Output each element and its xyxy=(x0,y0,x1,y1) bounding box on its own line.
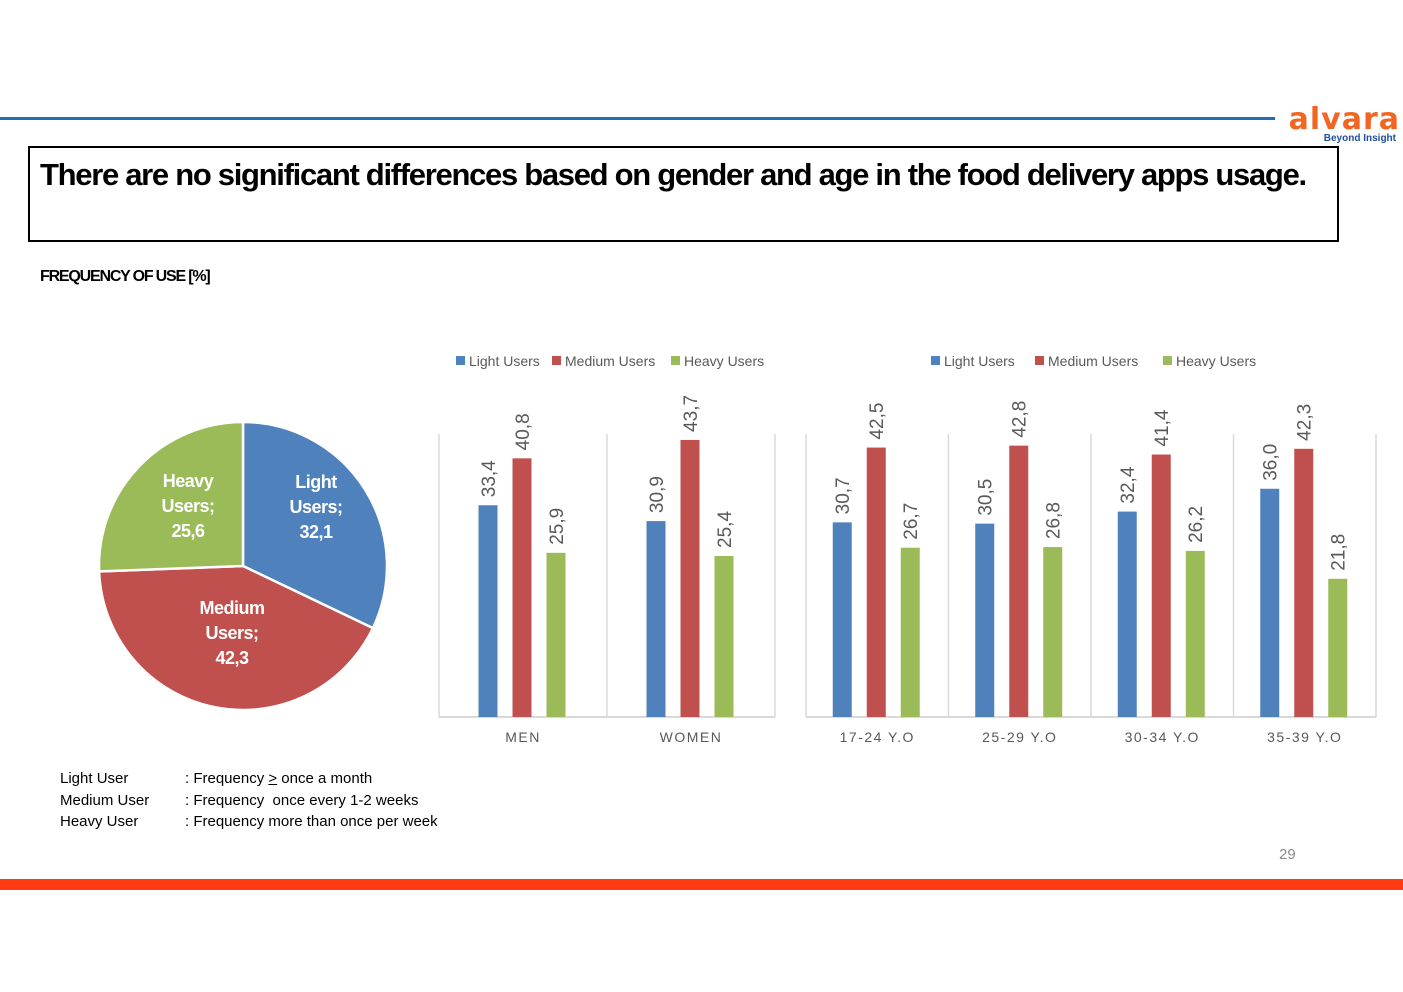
legend-label: Heavy Users xyxy=(1176,353,1256,369)
legend-swatch xyxy=(1035,356,1044,365)
bar-value-label: 30,5 xyxy=(976,479,997,516)
bar-light-users xyxy=(832,522,852,717)
category-label: 30-34 Y.O xyxy=(1125,729,1200,745)
page-number: 29 xyxy=(1279,846,1296,863)
pie-data-label: Light xyxy=(295,472,337,492)
bar-light-users xyxy=(975,523,995,717)
category-label: 17-24 Y.O xyxy=(840,729,915,745)
category-label: MEN xyxy=(505,729,541,745)
bar-value-label: 32,4 xyxy=(1118,466,1139,503)
bar-heavy-users xyxy=(714,555,734,717)
definition-term: Light User xyxy=(60,770,129,787)
page-title: There are no significant differences bas… xyxy=(40,157,1307,192)
definition-row: Light User : Frequency > once a month xyxy=(60,768,438,790)
pie-data-label: Medium xyxy=(199,598,264,618)
bar-light-users xyxy=(1117,511,1137,717)
definition-desc-pre: : Frequency xyxy=(185,770,269,787)
bar-value-label: 36,0 xyxy=(1261,444,1282,481)
pie-data-label: Users; xyxy=(161,496,214,516)
legend-label: Medium Users xyxy=(565,353,655,369)
pie-data-label: 25,6 xyxy=(171,521,205,541)
bar-value-label: 25,9 xyxy=(547,508,568,545)
bar-medium-users xyxy=(1294,448,1314,717)
bar-heavy-users xyxy=(1328,578,1348,717)
bar-heavy-users xyxy=(900,547,920,717)
alvara-logo: alvara Beyond Insight xyxy=(1278,104,1400,144)
bar-heavy-users xyxy=(546,552,566,717)
bar-heavy-users xyxy=(1185,550,1205,717)
legend-label: Light Users xyxy=(944,353,1015,369)
charts-canvas: Light Users; 32,1 Medium Users; 42,3 Heavy User… xyxy=(97,353,1377,745)
bar-value-label: 33,4 xyxy=(479,460,500,497)
pie-data-label: Users; xyxy=(289,497,342,517)
bar-value-label: 26,2 xyxy=(1186,506,1207,543)
bar-medium-users xyxy=(680,439,700,717)
bar-medium-users xyxy=(512,458,532,717)
pie-slice-medium-users xyxy=(97,564,375,712)
bar-value-label: 41,4 xyxy=(1152,409,1173,446)
logo-tagline: Beyond Insight xyxy=(1323,133,1396,144)
bar-value-label: 30,9 xyxy=(647,476,668,513)
bar-medium-users xyxy=(1151,454,1171,717)
gte-symbol: > xyxy=(268,770,278,787)
title-box: There are no significant differences bas… xyxy=(28,146,1339,242)
definitions: Light User : Frequency > once a month Me… xyxy=(60,768,438,833)
legend-swatch xyxy=(456,356,465,365)
category-label: 25-29 Y.O xyxy=(982,729,1057,745)
definition-desc: : Frequency > once a month xyxy=(185,768,372,790)
legend-swatch xyxy=(671,356,680,365)
pie-slice-light-users xyxy=(241,420,389,630)
bar-medium-users xyxy=(866,447,886,717)
bar-value-label: 42,3 xyxy=(1295,404,1316,441)
bar-value-label: 26,8 xyxy=(1044,502,1065,539)
pie-data-label: 32,1 xyxy=(299,522,333,542)
bar-light-users xyxy=(478,505,498,717)
legend-swatch xyxy=(552,356,561,365)
pie-data-label: Heavy xyxy=(163,471,214,491)
bottom-rule xyxy=(0,879,1403,890)
definition-desc-post: once a month xyxy=(277,770,373,787)
top-rule xyxy=(0,117,1275,120)
chart-subtitle: FREQUENCY OF USE [%] xyxy=(40,268,211,285)
definition-row: Medium User : Frequency once every 1-2 w… xyxy=(60,790,438,812)
pie-data-label: Users; xyxy=(205,623,258,643)
bar-light-users xyxy=(646,521,666,717)
bar-value-label: 26,7 xyxy=(901,503,922,540)
bar-heavy-users xyxy=(1043,547,1063,717)
legend-swatch xyxy=(1163,356,1172,365)
bar-value-label: 42,8 xyxy=(1010,401,1031,438)
definition-desc: : Frequency more than once per week xyxy=(185,813,438,830)
category-label: 35-39 Y.O xyxy=(1267,729,1342,745)
bar-value-label: 21,8 xyxy=(1329,534,1350,571)
pie-slice-heavy-users xyxy=(97,420,245,573)
pie-data-label: 42,3 xyxy=(215,648,249,668)
category-label: WOMEN xyxy=(660,729,723,745)
bar-value-label: 40,8 xyxy=(513,413,534,450)
definition-term: Heavy User xyxy=(60,813,139,830)
legend-label: Medium Users xyxy=(1048,353,1138,369)
legend-label: Heavy Users xyxy=(684,353,764,369)
definition-row: Heavy User : Frequency more than once pe… xyxy=(60,811,438,833)
bar-value-label: 43,7 xyxy=(681,395,702,432)
definition-desc: : Frequency once every 1-2 weeks xyxy=(185,791,419,809)
bar-value-label: 30,7 xyxy=(833,477,854,514)
logo-word: alvara xyxy=(1288,102,1400,137)
bar-light-users xyxy=(1260,488,1280,717)
legend-swatch xyxy=(931,356,940,365)
bar-value-label: 25,4 xyxy=(715,511,736,548)
legend-label: Light Users xyxy=(469,353,540,369)
bar-medium-users xyxy=(1009,445,1029,717)
definition-term: Medium User xyxy=(60,791,150,809)
bar-value-label: 42,5 xyxy=(867,403,888,440)
